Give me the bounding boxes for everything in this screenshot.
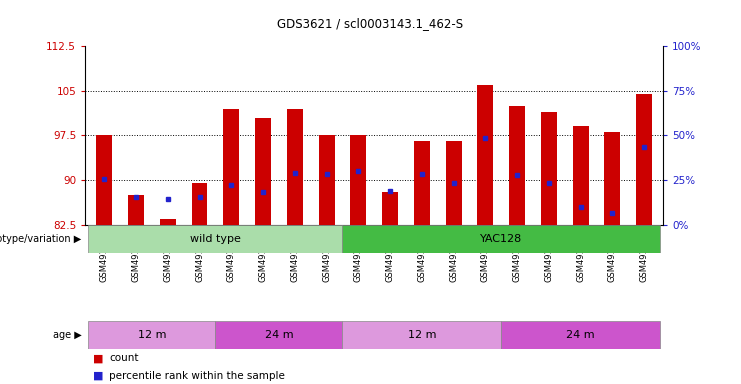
- Bar: [192, 183, 207, 225]
- Bar: [342, 225, 660, 253]
- Bar: [255, 118, 271, 225]
- Bar: [342, 321, 501, 349]
- Bar: [350, 136, 366, 225]
- Bar: [223, 109, 239, 225]
- Text: percentile rank within the sample: percentile rank within the sample: [109, 371, 285, 381]
- Bar: [319, 136, 334, 225]
- Bar: [445, 141, 462, 225]
- Bar: [573, 126, 588, 225]
- Bar: [88, 225, 342, 253]
- Bar: [160, 219, 176, 225]
- Bar: [128, 195, 144, 225]
- Text: 24 m: 24 m: [265, 330, 293, 340]
- Bar: [88, 321, 216, 349]
- Text: wild type: wild type: [190, 234, 241, 244]
- Text: ■: ■: [93, 353, 107, 363]
- Text: ■: ■: [93, 371, 107, 381]
- Bar: [509, 106, 525, 225]
- Text: 12 m: 12 m: [408, 330, 436, 340]
- Text: count: count: [109, 353, 139, 363]
- Bar: [216, 321, 342, 349]
- Bar: [382, 192, 398, 225]
- Bar: [501, 321, 660, 349]
- Bar: [287, 109, 303, 225]
- Bar: [637, 94, 652, 225]
- Text: YAC128: YAC128: [480, 234, 522, 244]
- Bar: [605, 132, 620, 225]
- Text: 12 m: 12 m: [138, 330, 166, 340]
- Text: 24 m: 24 m: [566, 330, 595, 340]
- Bar: [541, 112, 556, 225]
- Text: GDS3621 / scl0003143.1_462-S: GDS3621 / scl0003143.1_462-S: [277, 17, 464, 30]
- Text: genotype/variation ▶: genotype/variation ▶: [0, 234, 82, 244]
- Bar: [414, 141, 430, 225]
- Bar: [477, 85, 494, 225]
- Bar: [96, 136, 112, 225]
- Text: age ▶: age ▶: [53, 330, 82, 340]
